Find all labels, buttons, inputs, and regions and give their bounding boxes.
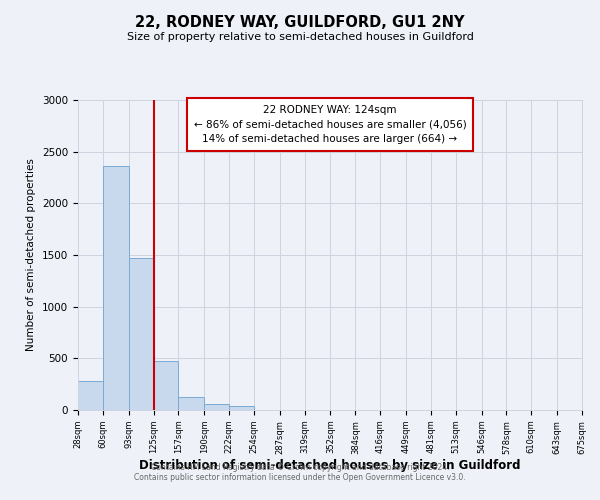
Bar [204,404,229,410]
Text: Contains public sector information licensed under the Open Government Licence v3: Contains public sector information licen… [134,474,466,482]
Text: Contains HM Land Registry data © Crown copyright and database right 2024.: Contains HM Land Registry data © Crown c… [151,464,449,472]
X-axis label: Distribution of semi-detached houses by size in Guildford: Distribution of semi-detached houses by … [139,459,521,472]
Text: 22 RODNEY WAY: 124sqm
← 86% of semi-detached houses are smaller (4,056)
14% of s: 22 RODNEY WAY: 124sqm ← 86% of semi-deta… [194,104,466,144]
Bar [178,396,204,410]
Y-axis label: Number of semi-detached properties: Number of semi-detached properties [26,158,37,352]
Text: 22, RODNEY WAY, GUILDFORD, GU1 2NY: 22, RODNEY WAY, GUILDFORD, GU1 2NY [135,15,465,30]
Bar [128,258,154,410]
Bar [78,381,103,410]
Bar [103,166,128,410]
Bar [154,362,178,410]
Text: Size of property relative to semi-detached houses in Guildford: Size of property relative to semi-detach… [127,32,473,42]
Bar [229,406,254,410]
